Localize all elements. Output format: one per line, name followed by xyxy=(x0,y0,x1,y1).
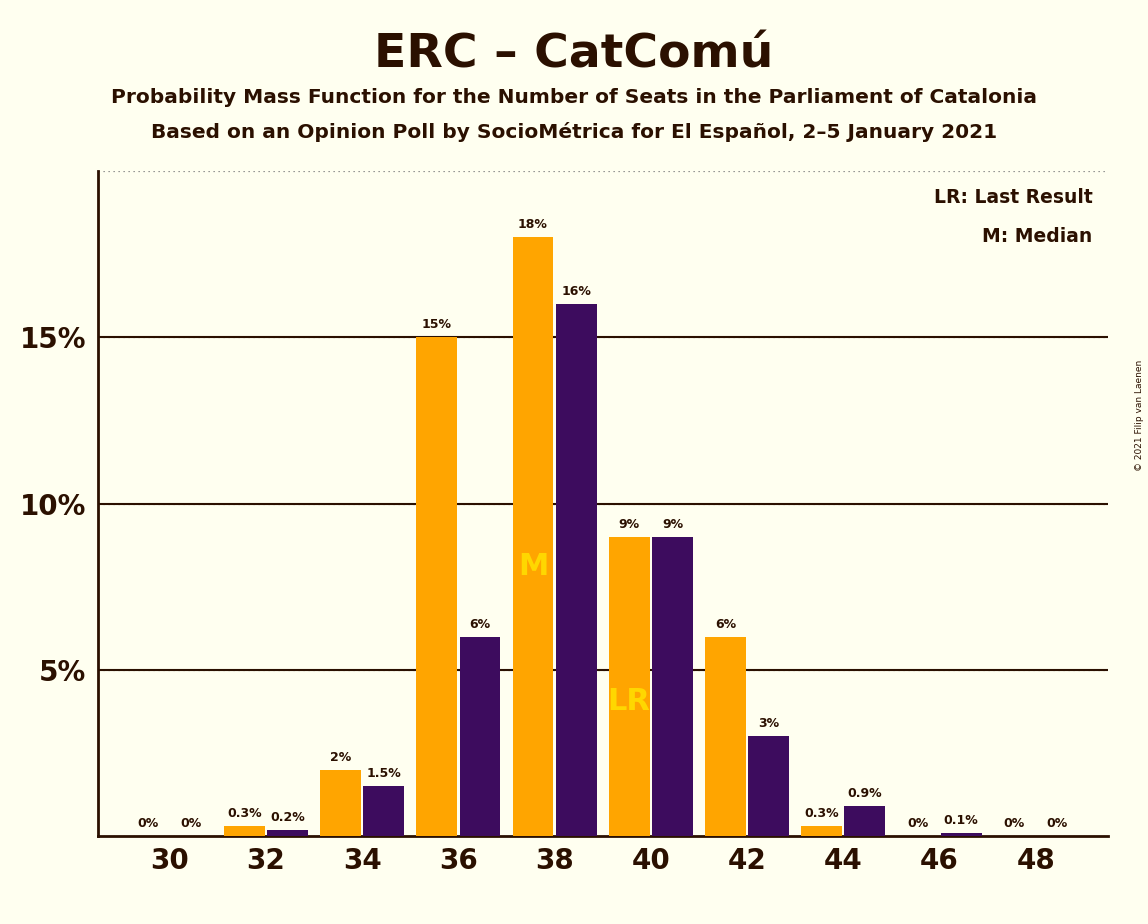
Text: 0%: 0% xyxy=(1003,817,1025,831)
Text: 18%: 18% xyxy=(518,218,548,232)
Bar xyxy=(267,830,308,836)
Bar xyxy=(364,786,404,836)
Text: 6%: 6% xyxy=(715,617,736,631)
Text: 0%: 0% xyxy=(180,817,202,831)
Text: 0.3%: 0.3% xyxy=(227,808,262,821)
Text: 15%: 15% xyxy=(421,318,451,332)
Text: 0.1%: 0.1% xyxy=(944,814,978,827)
Text: 9%: 9% xyxy=(662,517,683,531)
Bar xyxy=(748,736,789,836)
Bar xyxy=(608,537,650,836)
Bar xyxy=(705,637,746,836)
Bar xyxy=(320,770,360,836)
Bar xyxy=(801,826,841,836)
Text: 0%: 0% xyxy=(907,817,929,831)
Text: 0%: 0% xyxy=(1047,817,1068,831)
Bar xyxy=(512,237,553,836)
Text: 16%: 16% xyxy=(561,285,591,298)
Text: 0.9%: 0.9% xyxy=(847,787,882,800)
Bar xyxy=(556,304,597,836)
Text: 0%: 0% xyxy=(138,817,158,831)
Bar xyxy=(417,337,457,836)
Text: 0.3%: 0.3% xyxy=(805,808,839,821)
Text: 9%: 9% xyxy=(619,517,639,531)
Text: 3%: 3% xyxy=(758,717,779,731)
Text: M: Median: M: Median xyxy=(983,227,1093,247)
Bar xyxy=(652,537,693,836)
Text: 1.5%: 1.5% xyxy=(366,767,401,781)
Text: © 2021 Filip van Laenen: © 2021 Filip van Laenen xyxy=(1135,360,1145,471)
Text: ERC – CatComú: ERC – CatComú xyxy=(374,32,774,78)
Bar xyxy=(224,826,265,836)
Bar xyxy=(845,807,885,836)
Text: 2%: 2% xyxy=(329,750,351,764)
Text: M: M xyxy=(518,553,548,581)
Text: Probability Mass Function for the Number of Seats in the Parliament of Catalonia: Probability Mass Function for the Number… xyxy=(111,88,1037,107)
Text: 0.2%: 0.2% xyxy=(270,810,305,823)
Text: 6%: 6% xyxy=(470,617,490,631)
Bar xyxy=(459,637,501,836)
Text: LR: LR xyxy=(607,687,651,716)
Text: LR: Last Result: LR: Last Result xyxy=(934,188,1093,207)
Text: Based on an Opinion Poll by SocioMétrica for El Español, 2–5 January 2021: Based on an Opinion Poll by SocioMétrica… xyxy=(150,122,998,142)
Bar xyxy=(940,833,982,836)
